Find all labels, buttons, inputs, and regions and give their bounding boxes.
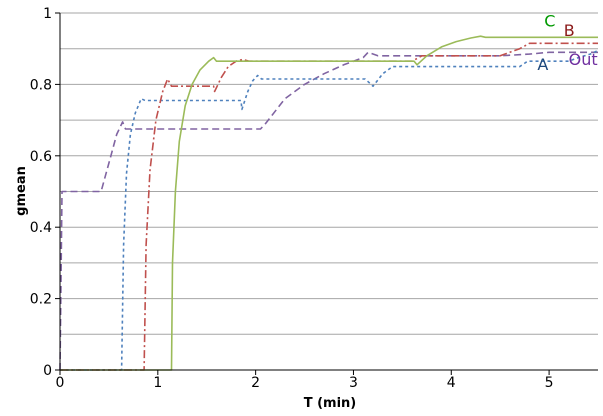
x-tick-label: 3 [349,375,358,391]
series-line-out [59,51,598,371]
x-tick-label: 1 [153,375,162,391]
x-tick-label: 4 [447,375,456,391]
x-axis-label: T (min) [304,396,357,411]
axes [55,12,598,375]
series-label-out: Out [569,50,598,69]
x-tick-label: 2 [251,375,260,391]
y-tick-label: 0.8 [30,77,52,93]
series-labels: CB Out A [537,12,597,75]
y-axis-label: gmean [14,166,29,216]
x-tick-label: 0 [56,375,65,391]
y-tick-label: 0 [43,363,52,379]
series-label-b: B [564,21,575,40]
series-lines [59,35,599,371]
y-tick-label: 0.6 [30,149,52,165]
x-tick-label: 5 [545,375,554,391]
series-line-a [60,49,599,371]
y-tick-label: 1 [43,6,52,22]
y-tick-label: 0.4 [30,220,52,236]
y-tick-label: 0.2 [30,292,52,308]
series-label-c: C [544,12,555,31]
tick-labels: 0 1 2 3 4 5 0 0.2 0.4 0.6 0.8 1 [30,6,554,391]
series-line-c [60,35,598,371]
series-label-a: A [537,55,548,74]
grid-lines [60,12,598,335]
series-line-b [60,42,598,371]
